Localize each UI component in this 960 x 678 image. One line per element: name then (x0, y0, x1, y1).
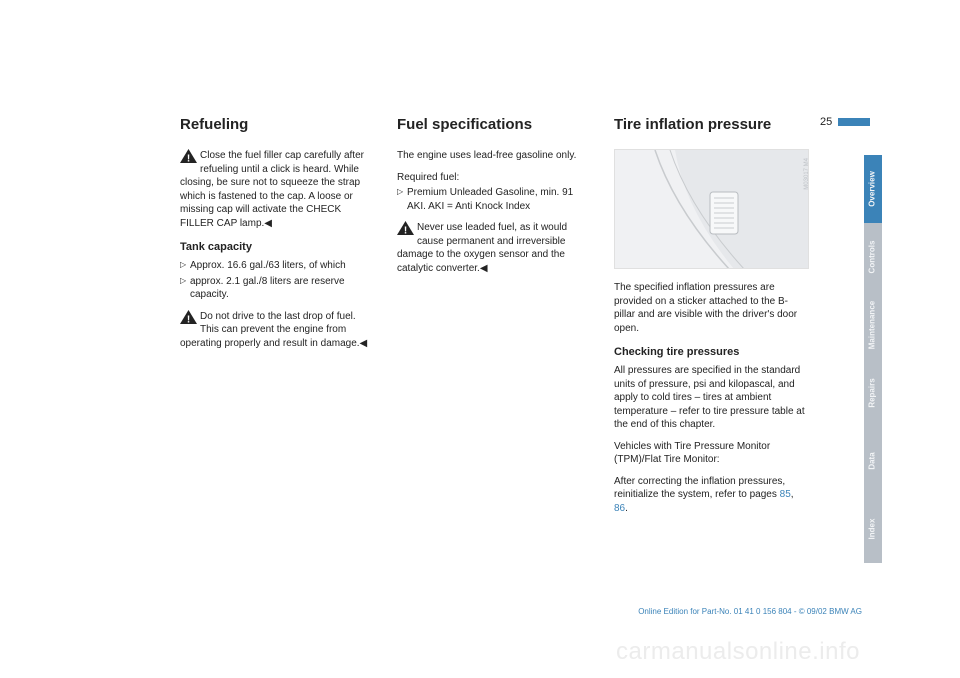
text-fragment: After correcting the inflation pressures… (614, 476, 785, 501)
content-columns: Refueling ! Close the fuel filler cap ca… (180, 115, 810, 523)
text-fragment: , (791, 489, 794, 500)
tab-data[interactable]: Data (864, 427, 882, 495)
warning-icon: ! (180, 149, 197, 163)
tab-label: Overview (868, 171, 879, 207)
tab-repairs[interactable]: Repairs (864, 359, 882, 427)
text-fragment: . (625, 503, 628, 514)
heading-checking-pressures: Checking tire pressures (614, 345, 809, 360)
warning-text: Do not drive to the last drop of fuel. T… (180, 311, 367, 349)
image-id-label: M03017 M4 (804, 158, 809, 190)
warning-filler-cap: ! Close the fuel filler cap carefully af… (180, 149, 375, 230)
warning-text: Never use leaded fuel, as it would cause… (397, 222, 567, 274)
tab-index[interactable]: Index (864, 495, 882, 563)
warning-text: Close the fuel filler cap carefully afte… (180, 150, 364, 229)
svg-text:!: ! (404, 226, 407, 236)
text-pressure-units: All pressures are specified in the stan­… (614, 364, 809, 432)
tire-pressure-illustration: M03017 M4 (614, 149, 809, 269)
side-tabs: Overview Controls Maintenance Repairs Da… (864, 155, 882, 563)
list-item: Approx. 16.6 gal./63 liters, of which (180, 259, 375, 273)
text-lead-free: The engine uses lead-free gasoline only. (397, 149, 592, 163)
list-item: approx. 2.1 gal./8 liters are reserve ca… (180, 275, 375, 302)
heading-tank-capacity: Tank capacity (180, 240, 375, 255)
heading-fuel-specs: Fuel specifications (397, 115, 592, 135)
tab-label: Data (868, 452, 879, 469)
footer-edition: Online Edition for Part-No. 01 41 0 156 … (638, 607, 862, 618)
svg-text:!: ! (187, 154, 190, 164)
column-fuel-specs: Fuel specifications The engine uses lead… (397, 115, 592, 523)
page-number-bar (838, 118, 870, 126)
text-reinitialize: After correcting the inflation pressures… (614, 475, 809, 516)
warning-icon: ! (397, 221, 414, 235)
column-tire-pressure: Tire inflation pressure M03017 M4 The sp… (614, 115, 809, 523)
tab-label: Maintenance (868, 301, 879, 349)
page-link-85[interactable]: 85 (780, 489, 791, 500)
watermark: carmanualsonline.info (616, 636, 860, 668)
tab-controls[interactable]: Controls (864, 223, 882, 291)
tab-label: Repairs (868, 378, 879, 407)
svg-text:!: ! (187, 314, 190, 324)
tab-maintenance[interactable]: Maintenance (864, 291, 882, 359)
column-refueling: Refueling ! Close the fuel filler cap ca… (180, 115, 375, 523)
page-link-86[interactable]: 86 (614, 503, 625, 514)
text-tpm-vehicles: Vehicles with Tire Pressure Monitor (TPM… (614, 440, 809, 467)
warning-last-drop: ! Do not drive to the last drop of fuel.… (180, 310, 375, 351)
tab-label: Controls (868, 241, 879, 274)
list-item: Premium Unleaded Gasoline, min. 91 AKI. … (397, 186, 592, 213)
page-number: 25 (820, 115, 832, 130)
tab-label: Index (868, 519, 879, 540)
tank-capacity-list: Approx. 16.6 gal./63 liters, of which ap… (180, 259, 375, 302)
tab-overview[interactable]: Overview (864, 155, 882, 223)
heading-refueling: Refueling (180, 115, 375, 135)
text-sticker-location: The specified inflation pressures are pr… (614, 281, 809, 335)
required-fuel-list: Premium Unleaded Gasoline, min. 91 AKI. … (397, 186, 592, 213)
warning-leaded-fuel: ! Never use leaded fuel, as it would cau… (397, 221, 592, 275)
text-required-fuel: Required fuel: (397, 171, 592, 185)
warning-icon: ! (180, 310, 197, 324)
heading-tire-pressure: Tire inflation pressure (614, 115, 809, 135)
